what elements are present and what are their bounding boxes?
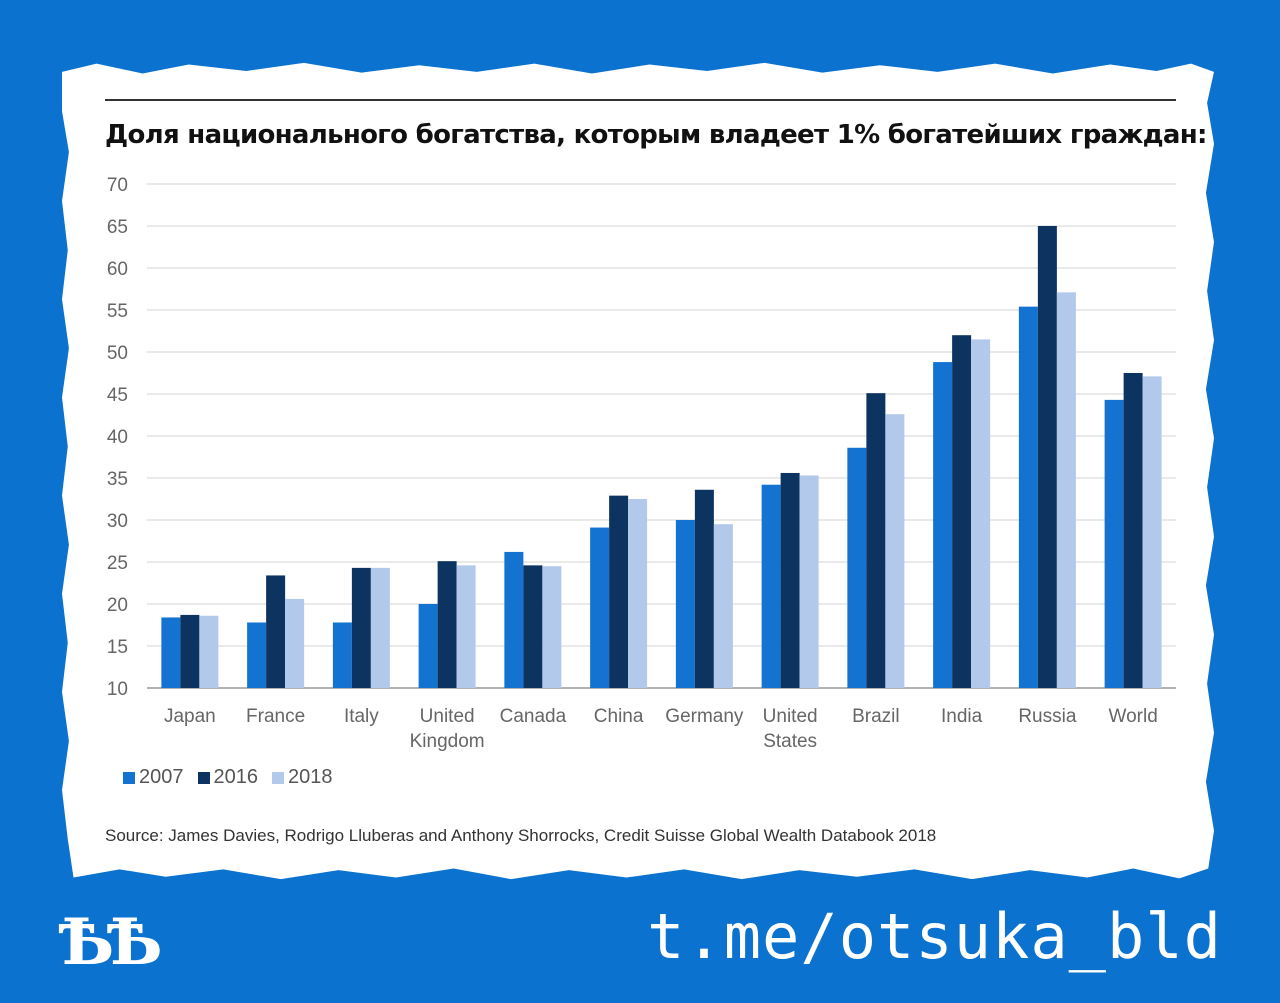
bar-germany-2018 <box>713 524 733 688</box>
bar-italy-2018 <box>370 567 390 688</box>
x-category-label: Canada <box>500 706 567 727</box>
bar-brazil-2016 <box>866 393 886 688</box>
bar-russia-2018 <box>1056 292 1076 688</box>
bar-india-2007 <box>933 362 953 688</box>
y-tick-label: 15 <box>107 637 128 658</box>
x-category-label: United <box>763 706 818 727</box>
bar-canada-2016 <box>523 565 543 688</box>
y-tick-label: 35 <box>107 469 128 490</box>
legend-label: 2018 <box>288 766 333 788</box>
bar-russia-2016 <box>1037 226 1057 688</box>
x-category-label: Kingdom <box>410 731 485 752</box>
bar-china-2007 <box>590 527 610 688</box>
bar-italy-2007 <box>332 622 352 688</box>
channel-handle[interactable]: t.me/otsuka_bld <box>647 900 1222 973</box>
bar-india-2016 <box>952 335 972 688</box>
legend-swatch <box>272 771 284 784</box>
bar-france-2016 <box>266 575 286 688</box>
legend-label: 2016 <box>213 766 259 788</box>
legend-swatch <box>123 771 135 784</box>
bar-world-2007 <box>1104 399 1124 688</box>
bar-japan-2016 <box>180 614 200 688</box>
grid-lines <box>147 183 1176 689</box>
legend-label: 2007 <box>139 766 184 788</box>
x-category-label: World <box>1108 706 1157 727</box>
bar-world-2018 <box>1142 376 1162 688</box>
x-category-label: Japan <box>164 706 216 727</box>
legend-item-2007: 2007 <box>123 766 184 789</box>
bar-united-states-2007 <box>761 484 781 688</box>
bar-united-states-2016 <box>780 472 800 688</box>
title-rule <box>105 99 1176 101</box>
y-tick-label: 65 <box>107 217 128 238</box>
x-category-label: China <box>594 706 644 727</box>
bar-world-2016 <box>1123 373 1143 688</box>
x-category-label: Russia <box>1018 706 1077 727</box>
y-tick-label: 70 <box>107 175 128 196</box>
bar-india-2018 <box>971 339 991 688</box>
bar-canada-2018 <box>542 566 562 688</box>
x-category-label: France <box>246 706 305 727</box>
x-category-label: Germany <box>665 706 744 727</box>
bar-united-states-2018 <box>799 475 819 688</box>
y-tick-label: 30 <box>107 511 128 532</box>
legend-swatch <box>197 771 210 784</box>
legend-item-2018: 2018 <box>272 766 333 789</box>
legend-item-2016: 2016 <box>197 766 259 789</box>
x-category-label: United <box>420 706 475 727</box>
y-tick-label: 10 <box>107 679 128 700</box>
bar-japan-2018 <box>199 615 219 688</box>
chart-title: Доля национального богатства, которым вл… <box>105 120 1207 150</box>
bar-france-2007 <box>247 622 267 688</box>
bar-japan-2007 <box>161 617 181 688</box>
x-axis-labels: Japan France Italy United Kingdom Canada China… <box>164 706 1158 752</box>
logo: ѢѢ <box>58 905 163 980</box>
bar-united-kingdom-2007 <box>418 604 438 688</box>
y-tick-label: 50 <box>107 343 128 364</box>
x-category-label: India <box>941 706 983 727</box>
bar-france-2018 <box>285 598 305 688</box>
y-axis-ticks: 10 15 20 25 30 35 40 45 50 55 60 65 70 <box>107 175 128 700</box>
y-tick-label: 55 <box>107 301 128 322</box>
y-tick-label: 60 <box>107 259 128 280</box>
bars <box>161 226 1162 688</box>
bar-china-2018 <box>628 499 648 688</box>
x-category-label: States <box>763 731 817 752</box>
y-tick-label: 40 <box>107 427 128 448</box>
x-category-label: Italy <box>344 706 379 727</box>
bar-united-kingdom-2018 <box>456 565 476 688</box>
bar-canada-2007 <box>504 551 524 688</box>
bar-italy-2016 <box>351 567 371 688</box>
bar-germany-2007 <box>675 520 695 688</box>
legend: 2007 2016 2018 <box>123 766 347 789</box>
y-tick-label: 45 <box>107 385 128 406</box>
x-category-label: Brazil <box>852 706 900 727</box>
bar-germany-2016 <box>694 489 714 688</box>
bar-united-kingdom-2016 <box>437 561 457 688</box>
y-tick-label: 25 <box>107 553 128 574</box>
bar-china-2016 <box>609 495 629 688</box>
bar-brazil-2018 <box>885 414 905 688</box>
y-tick-label: 20 <box>107 595 128 616</box>
bar-russia-2007 <box>1018 306 1038 688</box>
bar-brazil-2007 <box>847 447 867 688</box>
source-note: Source: James Davies, Rodrigo Lluberas a… <box>105 826 937 845</box>
